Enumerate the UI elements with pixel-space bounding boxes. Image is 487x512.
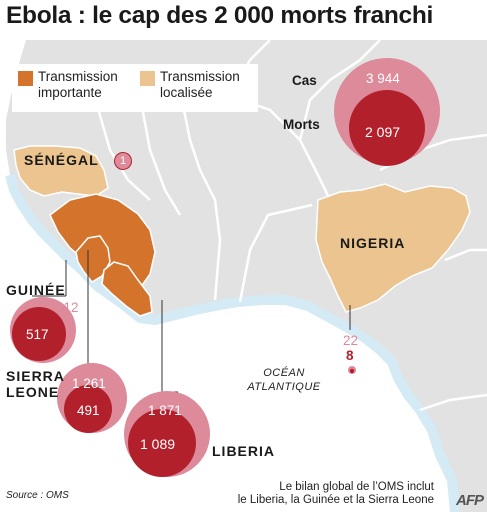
liberia-cases-value: 1 871 [148, 403, 182, 418]
nigeria-cases-value: 22 [343, 333, 359, 348]
liberia-region [101, 261, 153, 317]
total-cases-value: 3 944 [366, 71, 400, 86]
total-cases-label: Cas [292, 73, 317, 88]
senegal-label: SÉNÉGAL [24, 152, 99, 168]
senegal-cases-badge: 1 [114, 152, 132, 170]
sierra-leone-label-line2: LEONE [6, 384, 60, 400]
guinee-deaths-value: 517 [26, 327, 49, 342]
nigeria-region [315, 183, 471, 313]
ocean-label-line2: ATLANTIQUE [247, 381, 321, 393]
source-note: Source : OMS [6, 490, 69, 501]
nigeria-deaths-value: 8 [346, 348, 354, 363]
footnote-line1: Le bilan global de l’OMS inclut [279, 481, 434, 493]
guinee-deaths-circle [12, 307, 66, 361]
coastal-water [5, 173, 460, 512]
ocean-label-line1: OCÉAN [263, 367, 305, 379]
liberia-deaths-value: 1 089 [140, 436, 176, 452]
liberia-label: LIBERIA [212, 443, 275, 459]
legend-localized-line1: Transmission [160, 69, 240, 84]
sierra-leone-cases-value: 1 261 [72, 376, 106, 391]
total-deaths-label: Morts [283, 117, 320, 132]
nigeria-deaths-circle [349, 368, 355, 374]
leader-lines [32, 250, 351, 393]
legend-localized-line2: localisée [160, 85, 213, 100]
sierra-leone-label-line1: SIERRA [6, 368, 65, 384]
sierra-leone-deaths-circle [64, 385, 112, 433]
legend-swatch-important [18, 71, 33, 86]
legend-important-line1: Transmission [38, 69, 118, 84]
afp-logo: AFP [456, 492, 484, 509]
page-title: Ebola : le cap des 2 000 morts franchi [6, 2, 434, 29]
total-deaths-value: 2 097 [365, 124, 401, 140]
liberia-deaths-circle [128, 409, 196, 477]
sierra-leone-deaths-value: 491 [77, 403, 100, 418]
senegal-cases-value: 1 [119, 155, 127, 167]
legend: Transmission importante Transmission loc… [12, 64, 258, 112]
legend-swatch-localized [140, 71, 155, 86]
nigeria-label: NIGERIA [340, 235, 406, 251]
guinee-cases-value: 812 [56, 300, 79, 315]
total-deaths-circle [349, 90, 425, 166]
footnote-line2: le Liberia, la Guinée et la Sierra Leone [237, 494, 434, 506]
guinee-label: GUINÉE [6, 282, 66, 298]
legend-important-line2: importante [38, 85, 102, 100]
